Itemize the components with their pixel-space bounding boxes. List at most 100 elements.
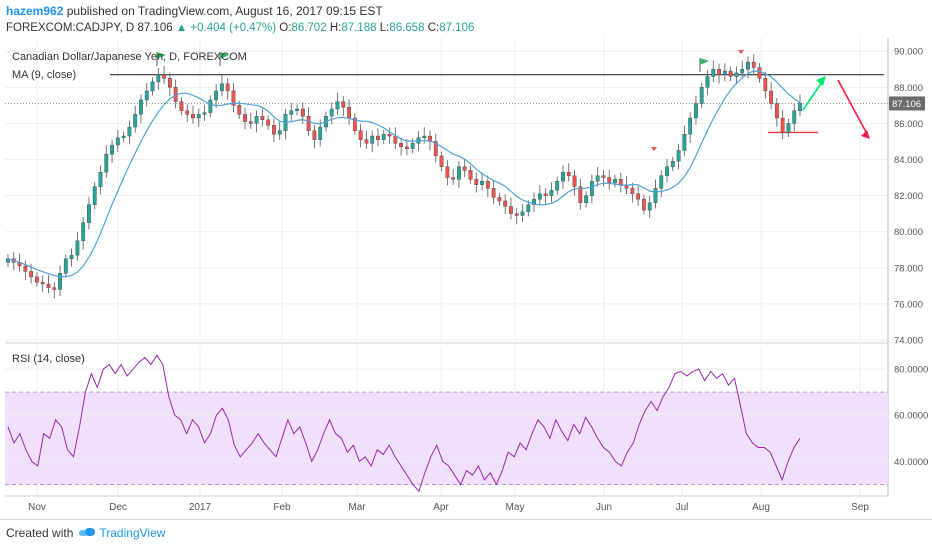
candle-body[interactable]: [647, 202, 652, 211]
candle-body[interactable]: [381, 134, 386, 140]
candle-body[interactable]: [780, 117, 785, 133]
candle-body[interactable]: [798, 103, 802, 111]
candle-body[interactable]: [503, 200, 508, 207]
candle-body[interactable]: [653, 188, 658, 204]
candle-body[interactable]: [422, 135, 427, 139]
flag-icon[interactable]: [700, 58, 709, 65]
candle-body[interactable]: [474, 179, 479, 185]
candle-body[interactable]: [248, 121, 253, 124]
candle-body[interactable]: [549, 189, 554, 196]
candle-body[interactable]: [699, 87, 704, 104]
candle-body[interactable]: [792, 110, 797, 124]
candle-body[interactable]: [491, 188, 496, 198]
candle-body[interactable]: [35, 276, 39, 283]
ma-line[interactable]: [7, 70, 801, 278]
candle-body[interactable]: [746, 61, 750, 70]
candle-body[interactable]: [75, 240, 80, 256]
candle-body[interactable]: [659, 175, 664, 189]
candle-body[interactable]: [757, 67, 762, 79]
candle-body[interactable]: [468, 170, 473, 180]
candle-body[interactable]: [260, 115, 265, 121]
candle-body[interactable]: [763, 78, 768, 92]
candle-body[interactable]: [624, 184, 629, 189]
candle-body[interactable]: [231, 90, 236, 106]
candle-body[interactable]: [225, 83, 230, 92]
candle-body[interactable]: [457, 166, 461, 180]
candle-body[interactable]: [115, 137, 120, 146]
candle-body[interactable]: [595, 175, 600, 182]
candle-body[interactable]: [717, 69, 721, 75]
candle-body[interactable]: [167, 78, 172, 88]
candle-body[interactable]: [670, 161, 675, 167]
candle-body[interactable]: [202, 112, 207, 115]
candle-body[interactable]: [439, 155, 444, 167]
candle-body[interactable]: [133, 114, 138, 128]
candle-body[interactable]: [618, 179, 623, 185]
candle-body[interactable]: [358, 130, 363, 140]
candle-body[interactable]: [87, 204, 91, 223]
candle-body[interactable]: [110, 144, 114, 155]
candle-body[interactable]: [23, 265, 28, 272]
candle-body[interactable]: [769, 90, 773, 104]
candle-body[interactable]: [561, 171, 565, 182]
candle-body[interactable]: [711, 69, 716, 77]
candle-body[interactable]: [92, 186, 97, 205]
candle-body[interactable]: [121, 135, 126, 139]
candle-body[interactable]: [272, 125, 276, 135]
candle-body[interactable]: [740, 69, 745, 74]
candle-body[interactable]: [497, 197, 502, 202]
candle-body[interactable]: [786, 123, 791, 133]
candle-body[interactable]: [387, 134, 392, 137]
candle-body[interactable]: [300, 108, 305, 117]
candle-body[interactable]: [566, 171, 571, 176]
candle-body[interactable]: [237, 105, 242, 115]
flag-icon[interactable]: [220, 52, 229, 59]
candle-body[interactable]: [543, 193, 548, 196]
candle-body[interactable]: [572, 175, 577, 187]
candle-body[interactable]: [150, 81, 155, 92]
candle-body[interactable]: [705, 76, 710, 88]
candle-body[interactable]: [774, 103, 779, 119]
candle-body[interactable]: [665, 166, 669, 176]
candle-body[interactable]: [410, 143, 415, 149]
candle-body[interactable]: [63, 258, 68, 274]
candle-body[interactable]: [208, 99, 213, 113]
candle-body[interactable]: [589, 180, 594, 196]
candle-body[interactable]: [289, 110, 294, 115]
candle-body[interactable]: [266, 119, 271, 126]
candle-body[interactable]: [318, 126, 323, 140]
candle-body[interactable]: [613, 179, 617, 184]
candle-body[interactable]: [445, 166, 450, 178]
candle-body[interactable]: [433, 141, 438, 157]
rsi-line[interactable]: [7, 354, 801, 493]
author-name[interactable]: hazem962: [6, 4, 64, 18]
candle-body[interactable]: [156, 74, 161, 83]
candle-body[interactable]: [584, 195, 589, 204]
candle-body[interactable]: [191, 114, 195, 119]
candle-body[interactable]: [81, 222, 86, 241]
candle-body[interactable]: [509, 206, 513, 214]
candle-body[interactable]: [347, 106, 351, 119]
projection-arrow-down[interactable]: [837, 79, 867, 133]
candle-body[interactable]: [52, 287, 57, 290]
candle-body[interactable]: [179, 101, 184, 111]
candle-body[interactable]: [636, 193, 641, 200]
candle-body[interactable]: [341, 101, 346, 108]
candle-body[interactable]: [277, 130, 282, 135]
candle-body[interactable]: [312, 130, 317, 140]
candle-body[interactable]: [243, 114, 247, 122]
candle-body[interactable]: [630, 188, 635, 195]
candle-body[interactable]: [139, 99, 143, 115]
tradingview-link[interactable]: TradingView: [79, 526, 165, 540]
candle-body[interactable]: [196, 114, 201, 119]
candle-body[interactable]: [104, 153, 109, 173]
candle-body[interactable]: [352, 117, 357, 131]
candle-body[interactable]: [6, 258, 10, 263]
candle-body[interactable]: [335, 101, 340, 110]
candle-body[interactable]: [451, 177, 456, 180]
candle-body[interactable]: [370, 135, 375, 144]
candle-body[interactable]: [537, 193, 542, 200]
candle-body[interactable]: [526, 204, 531, 213]
candle-body[interactable]: [306, 115, 311, 131]
candle-body[interactable]: [480, 180, 484, 185]
